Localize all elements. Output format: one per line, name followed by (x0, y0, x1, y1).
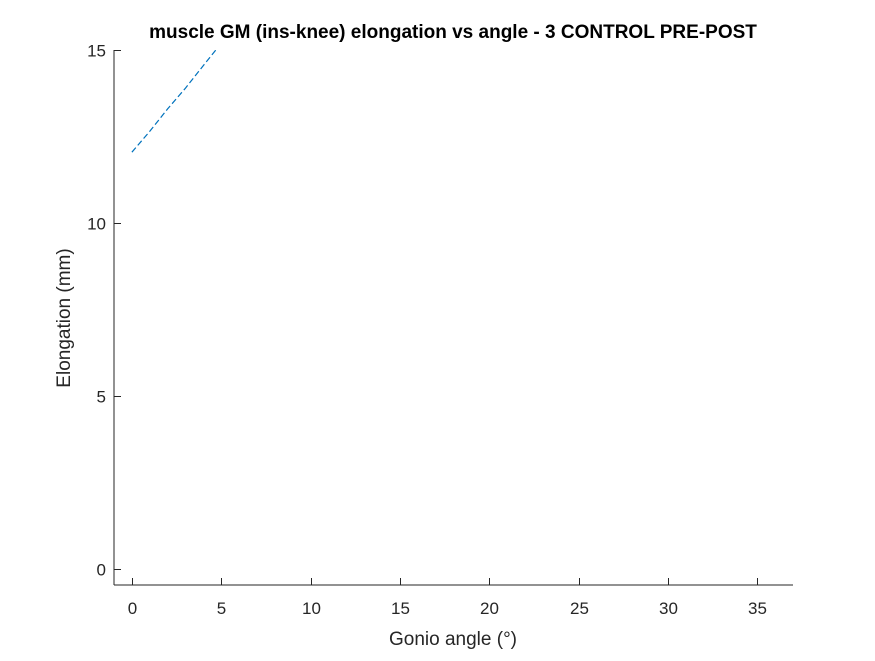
x-axis-label: Gonio angle (°) (389, 629, 517, 650)
series-line-1 (131, 50, 217, 153)
x-tick-label: 35 (748, 599, 767, 618)
y-tick-label: 10 (87, 215, 106, 234)
x-tick-label: 15 (391, 599, 410, 618)
x-tick-label: 10 (302, 599, 321, 618)
y-tick-label: 0 (97, 561, 106, 580)
chart-title: muscle GM (ins-knee) elongation vs angle… (149, 22, 757, 43)
y-axis-label: Elongation (mm) (54, 248, 75, 387)
x-tick-label: 5 (217, 599, 226, 618)
x-tick-label: 0 (128, 599, 137, 618)
x-tick-label: 25 (570, 599, 589, 618)
x-tick-label: 20 (480, 599, 499, 618)
x-axis: 0 5 10 15 20 25 30 35 (114, 578, 793, 618)
y-tick-label: 15 (87, 42, 106, 61)
y-axis: 0 5 10 15 (87, 42, 121, 585)
x-tick-label: 30 (659, 599, 678, 618)
y-tick-label: 5 (97, 388, 106, 407)
series-layer (131, 50, 217, 153)
